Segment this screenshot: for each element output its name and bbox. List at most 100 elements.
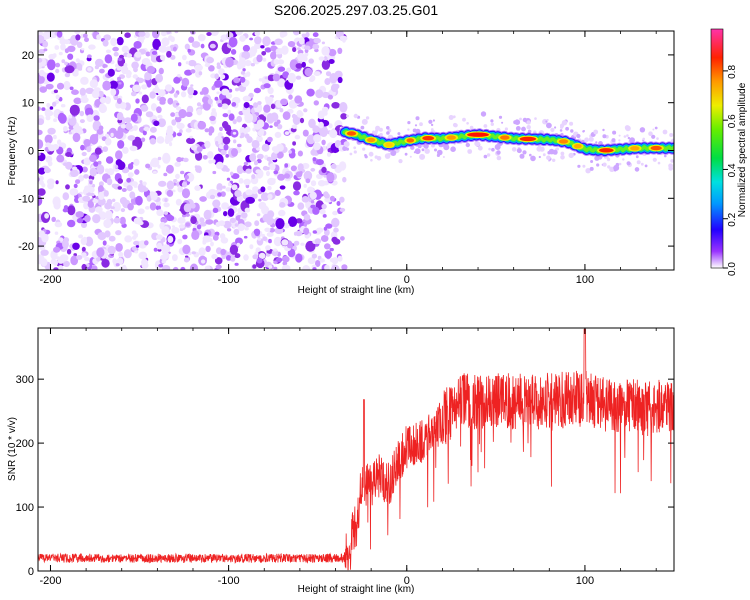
ridge-halo-speckle [606,156,610,160]
noise-speckle-blob [270,103,276,110]
noise-speckle-blob [209,43,216,49]
colorbar-tick-label: 0.4 [727,163,738,177]
noise-speckle-blob [38,236,41,241]
noise-speckle-blob [233,139,237,144]
ridge-halo-speckle [450,146,456,152]
noise-speckle-blob [125,122,133,130]
noise-speckle-blob [323,174,328,178]
noise-speckle-blob [157,118,166,128]
noise-speckle-blob [294,95,303,104]
noise-speckle-blob [267,193,273,200]
noise-speckle-blob [230,171,234,176]
noise-speckle-blob [53,134,57,140]
ridge-halo-speckle [584,137,589,143]
noise-speckle-blob [69,104,80,116]
noise-speckle-blob [186,172,195,182]
ridge-halo-speckle [561,120,568,126]
noise-speckle-blob [256,54,263,63]
noise-speckle-blob [336,201,341,206]
noise-speckle-blob [312,230,318,234]
noise-speckle-blob [262,57,267,62]
noise-speckle-blob [86,192,92,197]
ridge-halo-speckle [488,147,491,151]
noise-speckle-blob [84,215,91,223]
noise-speckle-blob [166,50,172,58]
noise-speckle-blob [274,189,281,196]
noise-speckle-blob [63,80,71,91]
noise-speckle-blob [99,68,105,74]
noise-speckle-blob [116,66,123,71]
frequency-ridge [338,111,674,174]
noise-speckle-blob [141,253,147,260]
noise-speckle-blob [156,209,164,217]
ridge-hotspot [422,136,435,141]
noise-speckle-blob [89,167,97,177]
noise-speckle-blob [242,68,246,72]
noise-speckle-blob [339,207,346,212]
noise-speckle-blob [41,183,46,188]
noise-speckle-blob [38,35,45,44]
ridge-halo-speckle [436,153,440,157]
noise-speckle-blob [145,111,154,118]
ridge-halo-speckle [550,127,555,132]
noise-speckle-blob [64,61,68,66]
noise-speckle-blob [97,197,106,206]
x-tick-label: 100 [576,274,594,286]
noise-speckle-blob [207,98,213,105]
noise-speckle-blob [315,159,324,166]
noise-speckle-blob [279,185,286,190]
noise-speckle-blob [313,71,321,77]
y-tick-label: 0 [28,146,34,158]
noise-speckle-blob [306,88,315,97]
noise-speckle-blob [274,131,282,138]
noise-speckle-blob [337,255,343,262]
noise-speckle-blob [158,180,167,187]
ridge-halo-speckle [613,131,617,135]
noise-speckle-blob [172,266,179,270]
noise-speckle-blob [186,105,194,114]
noise-speckle-blob [228,36,238,48]
noise-speckle-blob [83,157,91,166]
ridge-halo-speckle [423,143,429,149]
noise-speckle-blob [333,227,339,233]
ridge-halo-speckle [353,113,358,119]
noise-speckle-blob [81,246,86,252]
noise-speckle-blob [46,72,55,82]
noise-speckle-blob [57,257,65,264]
noise-speckle-blob [331,257,339,265]
ridge-halo-speckle [496,150,501,155]
noise-speckle-blob [55,68,60,74]
noise-speckle-blob [64,72,71,78]
noise-speckle-blob [313,100,319,106]
noise-speckle-blob [196,108,203,116]
ridge-halo-speckle [635,155,639,159]
noise-speckle-blob [288,150,292,154]
noise-speckle-blob [159,96,167,104]
noise-speckle-blob [190,144,198,151]
noise-speckle-blob [78,67,83,71]
ridge-halo-speckle [448,115,454,120]
y-tick-label: 10 [22,98,34,110]
ridge-halo-speckle [490,122,494,127]
noise-speckle-blob [225,255,232,261]
noise-speckle-blob [112,201,122,212]
noise-speckle-blob [246,71,251,77]
noise-speckle-blob [97,232,107,240]
noise-speckle-blob [244,60,252,67]
noise-speckle-blob [283,222,290,229]
noise-speckle-blob [273,248,278,252]
noise-speckle-blob [321,46,330,56]
noise-speckle-blob [41,107,46,111]
noise-speckle-blob [82,195,91,202]
noise-speckle-blob [112,46,119,52]
ridge-halo-speckle [498,115,503,119]
x-tick-label: -100 [218,274,240,286]
noise-speckle-blob [52,101,57,107]
noise-speckle-blob [217,103,223,108]
noise-speckle-blob [226,177,231,181]
noise-speckle-blob [81,252,87,258]
noise-speckle-blob [219,233,226,240]
noise-speckle-blob [295,230,303,237]
noise-speckle-blob [68,114,73,119]
